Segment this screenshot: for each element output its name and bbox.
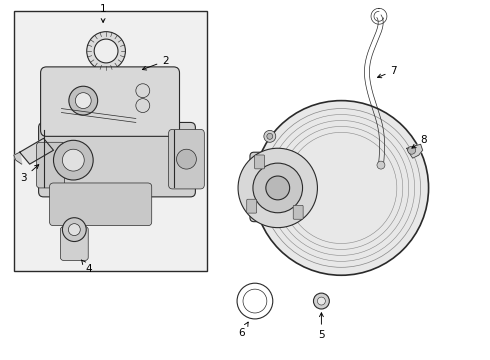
FancyBboxPatch shape bbox=[37, 142, 64, 188]
Circle shape bbox=[254, 100, 429, 275]
Text: 1: 1 bbox=[100, 4, 106, 22]
Bar bbox=[14, 11, 207, 271]
Circle shape bbox=[53, 140, 93, 180]
Polygon shape bbox=[14, 152, 22, 164]
Text: 8: 8 bbox=[412, 135, 427, 148]
Circle shape bbox=[377, 161, 385, 169]
FancyBboxPatch shape bbox=[39, 122, 196, 197]
Text: 3: 3 bbox=[21, 165, 39, 183]
Circle shape bbox=[264, 130, 276, 142]
FancyBboxPatch shape bbox=[169, 129, 204, 189]
FancyBboxPatch shape bbox=[49, 183, 152, 226]
Circle shape bbox=[62, 218, 86, 242]
Circle shape bbox=[318, 297, 325, 305]
Circle shape bbox=[253, 163, 302, 213]
Polygon shape bbox=[20, 138, 53, 164]
FancyBboxPatch shape bbox=[293, 205, 303, 219]
Polygon shape bbox=[407, 144, 422, 158]
Circle shape bbox=[176, 149, 196, 169]
Text: 5: 5 bbox=[318, 313, 325, 340]
Text: 6: 6 bbox=[239, 322, 248, 338]
Circle shape bbox=[94, 39, 118, 63]
Circle shape bbox=[69, 224, 80, 235]
Circle shape bbox=[266, 176, 290, 200]
Circle shape bbox=[238, 148, 318, 228]
Circle shape bbox=[408, 146, 416, 154]
Circle shape bbox=[314, 293, 329, 309]
Circle shape bbox=[62, 149, 84, 171]
FancyBboxPatch shape bbox=[41, 67, 179, 136]
FancyBboxPatch shape bbox=[60, 227, 88, 260]
Circle shape bbox=[69, 86, 98, 115]
Circle shape bbox=[75, 93, 91, 109]
Text: 7: 7 bbox=[377, 66, 397, 78]
FancyBboxPatch shape bbox=[247, 199, 257, 213]
Text: 2: 2 bbox=[143, 56, 169, 70]
FancyBboxPatch shape bbox=[255, 155, 265, 169]
Circle shape bbox=[87, 32, 125, 70]
FancyBboxPatch shape bbox=[250, 152, 280, 222]
Circle shape bbox=[267, 133, 273, 139]
Text: 4: 4 bbox=[81, 260, 93, 274]
